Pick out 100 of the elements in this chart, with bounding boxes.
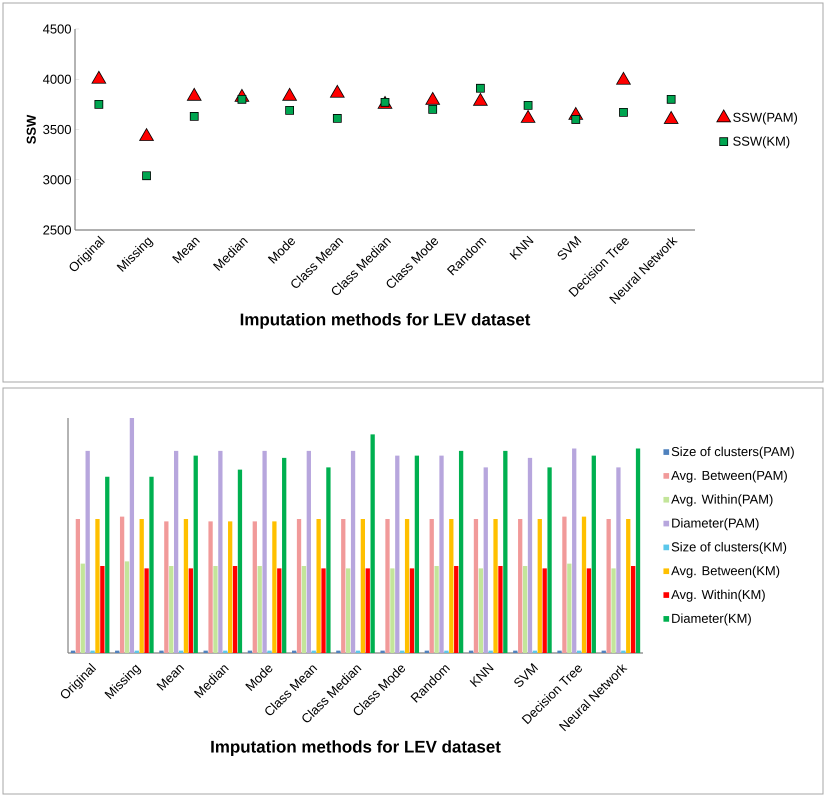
bar <box>370 434 375 653</box>
bar <box>366 568 370 653</box>
point <box>524 100 532 110</box>
bar <box>341 519 346 653</box>
y-tick-label: 4500 <box>42 24 71 34</box>
bar <box>592 456 596 653</box>
bar <box>282 458 286 653</box>
bar <box>316 519 321 653</box>
bar <box>542 568 547 653</box>
legend-label: Avg. Within(KM) <box>671 590 765 602</box>
point <box>666 94 676 104</box>
bar <box>518 519 522 653</box>
bar <box>258 566 262 653</box>
point <box>92 70 106 84</box>
bar <box>218 450 223 653</box>
bar <box>144 568 149 653</box>
bar <box>395 456 400 653</box>
point <box>425 92 440 105</box>
bar <box>528 458 532 653</box>
point <box>380 98 390 107</box>
y-tick-label: 2500 <box>43 225 71 235</box>
bar <box>562 516 567 653</box>
bar <box>410 568 414 653</box>
point <box>238 94 246 104</box>
bar <box>567 564 572 653</box>
legend-label: Avg. Between(KM) <box>671 566 780 578</box>
bar <box>213 566 218 653</box>
bar <box>414 456 420 653</box>
point <box>616 72 631 85</box>
bar <box>636 448 640 653</box>
bar <box>430 519 434 653</box>
bar <box>184 519 188 653</box>
bar <box>169 566 174 653</box>
bar <box>321 568 326 653</box>
point <box>282 88 297 101</box>
bar <box>360 519 366 653</box>
point <box>619 108 628 117</box>
point <box>476 84 485 93</box>
legend-label: Diameter(PAM) <box>672 518 759 530</box>
legend-label: SSW(KM) <box>733 136 790 148</box>
point <box>473 92 488 106</box>
x-axis-title: Imputation methods for LEV dataset <box>211 740 501 756</box>
bar <box>100 566 105 653</box>
bar <box>474 519 478 653</box>
bar <box>120 516 124 653</box>
bar <box>95 519 100 653</box>
bar <box>439 456 444 653</box>
bar <box>458 450 464 653</box>
bar <box>586 568 592 653</box>
bar <box>493 519 498 653</box>
bar <box>76 519 80 653</box>
bar <box>606 519 611 653</box>
bar <box>346 568 350 653</box>
x-axis-title: Imputation methods for LEV dataset <box>240 313 530 329</box>
bar <box>277 568 282 653</box>
point <box>139 128 154 141</box>
bar <box>503 450 508 653</box>
bar <box>478 568 484 653</box>
point <box>330 84 345 98</box>
point <box>186 88 202 101</box>
point <box>520 110 536 123</box>
y-tick-label: 3000 <box>43 175 71 184</box>
bar <box>262 450 267 653</box>
bar <box>80 564 85 653</box>
bar <box>272 521 277 653</box>
bar <box>522 566 528 653</box>
legend-label: Avg. Within(PAM) <box>671 494 773 506</box>
bar <box>164 521 168 653</box>
point <box>142 171 151 180</box>
bar <box>385 519 390 653</box>
bar <box>390 568 395 653</box>
bar <box>616 467 621 653</box>
bar <box>105 476 110 653</box>
bar <box>484 467 488 653</box>
bar <box>572 448 576 653</box>
legend-label: Size of clusters(KM) <box>672 542 786 554</box>
bar <box>630 566 636 653</box>
point <box>428 105 438 114</box>
y-tick-label: 4000 <box>42 74 71 84</box>
point <box>332 114 342 123</box>
bar <box>140 519 144 653</box>
bar <box>130 418 134 653</box>
point <box>664 111 678 124</box>
bar <box>232 566 238 653</box>
bar <box>208 521 213 653</box>
bar <box>302 566 306 653</box>
bar <box>228 521 232 653</box>
y-tick-label: 3500 <box>43 124 71 134</box>
point <box>94 100 104 109</box>
bar <box>252 521 257 653</box>
bar <box>86 450 90 653</box>
legend-label: Avg. Between(PAM) <box>671 470 787 483</box>
point <box>190 112 199 121</box>
bar <box>582 516 586 653</box>
legend-label: SSW(PAM) <box>733 112 798 124</box>
legend-label: Size of clusters(PAM) <box>672 446 794 459</box>
point <box>285 106 294 115</box>
point <box>571 115 580 124</box>
bar <box>626 519 630 653</box>
bar <box>449 519 454 653</box>
